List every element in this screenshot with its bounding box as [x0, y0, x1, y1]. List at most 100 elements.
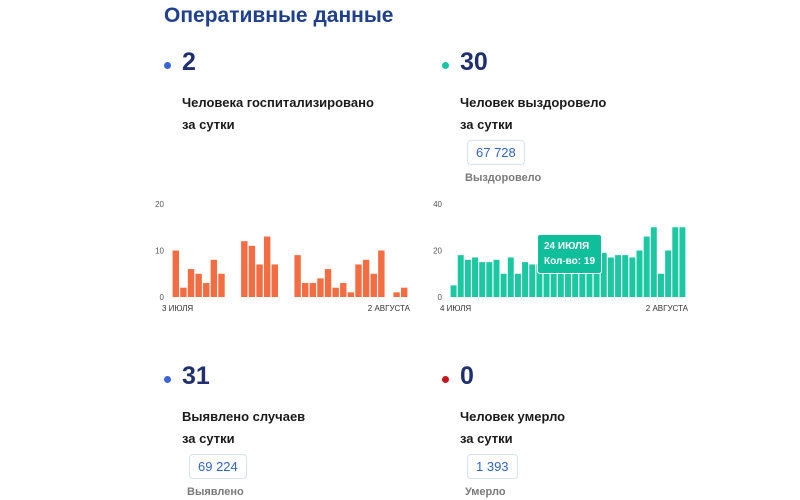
hospitalized-chart-y-tick-0: 0 [160, 293, 165, 302]
recovered-chart-bar-18[interactable] [579, 259, 586, 297]
cases-label-line1: Выявлено случаев [182, 409, 306, 424]
deaths-total-caption: Умерло [465, 486, 506, 498]
recovered-chart-bar-16[interactable] [565, 257, 571, 297]
recovered-chart-bar-5[interactable] [486, 262, 493, 297]
hospitalized-chart-y-tick-2: 20 [155, 200, 164, 209]
hospitalized-chart-bar-2[interactable] [187, 269, 195, 297]
recovered-chart-bar-28[interactable] [650, 227, 657, 297]
recovered-total[interactable]: 67 728 [467, 140, 525, 165]
hospitalized-dot [164, 62, 171, 69]
deaths-dot [442, 376, 449, 383]
cases-label: Выявлено случаев за сутки [182, 406, 422, 450]
cases-total[interactable]: 69 224 [189, 454, 247, 479]
recovered-dot [442, 62, 449, 69]
hospitalized-chart-bar-3[interactable] [195, 273, 202, 297]
hospitalized-chart-bar-29[interactable] [393, 292, 400, 297]
hospitalized-chart-bar-18[interactable] [309, 283, 317, 297]
cases-dot [164, 376, 171, 383]
hospitalized-chart-bar-19[interactable] [317, 278, 324, 297]
recovered-chart-bar-1[interactable] [457, 255, 464, 297]
recovered-chart-bar-14[interactable] [550, 269, 557, 297]
hospitalized-chart-bar-10[interactable] [248, 245, 256, 297]
deaths-label-line1: Человек умерло [460, 409, 566, 424]
hospitalized-chart-bar-11[interactable] [256, 264, 263, 297]
hospitalized-chart-bar-12[interactable] [263, 236, 271, 297]
recovered-chart-bar-8[interactable] [507, 257, 514, 297]
hospitalized-chart-bar-9[interactable] [241, 241, 248, 297]
recovered-chart-bar-20[interactable] [593, 252, 600, 297]
chart-tooltip: 24 ИЮЛЯ Кол-во: 19 [537, 234, 603, 274]
recovered-chart-y-tick-1: 20 [433, 247, 442, 256]
hospitalized-chart-bar-6[interactable] [218, 273, 225, 297]
recovered-chart-bar-22[interactable] [607, 257, 614, 297]
recovered-chart-bar-19[interactable] [586, 262, 593, 297]
hospitalized-chart-bar-22[interactable] [340, 283, 347, 297]
hospitalized-chart-bar-26[interactable] [370, 273, 377, 297]
recovered-value: 30 [460, 48, 488, 76]
hospitalized-chart-bar-17[interactable] [302, 283, 309, 297]
cases-label-line2: за сутки [182, 431, 235, 446]
hospitalized-chart-bar-13[interactable] [271, 264, 278, 297]
hospitalized-chart-bar-30[interactable] [400, 287, 408, 297]
hospitalized-label-line2: за сутки [182, 117, 235, 132]
hospitalized-chart-bar-23[interactable] [347, 292, 355, 297]
deaths-label-line2: за сутки [460, 431, 513, 446]
recovered-chart-y-tick-2: 40 [433, 200, 442, 209]
recovered-total-caption: Выздоровело [465, 172, 542, 184]
hospitalized-chart[interactable]: 0 10 20 3 ИЮЛЯ 2 АВГУСТА [150, 196, 415, 321]
hospitalized-label-line1: Человека госпитализировано [182, 95, 374, 110]
hospitalized-chart-bar-5[interactable] [210, 259, 218, 297]
hospitalized-chart-bar-25[interactable] [362, 259, 370, 297]
recovered-chart-bar-3[interactable] [472, 257, 479, 297]
recovered-chart-bar-27[interactable] [643, 236, 650, 297]
recovered-chart[interactable]: 0 20 40 4 ИЮЛЯ 2 АВГУСТА [428, 196, 693, 321]
deaths-value: 0 [460, 362, 474, 390]
recovered-chart-bar-13[interactable] [543, 266, 550, 297]
recovered-label-line1: Человек выздоровело [460, 95, 607, 110]
recovered-chart-bar-21[interactable] [600, 252, 607, 297]
hospitalized-chart-bar-20[interactable] [324, 269, 332, 297]
hospitalized-chart-x-start-label: 3 ИЮЛЯ [162, 304, 193, 313]
recovered-chart-bar-25[interactable] [629, 257, 636, 297]
hospitalized-chart-bar-21[interactable] [332, 287, 339, 297]
deaths-label: Человек умерло за сутки [460, 406, 700, 450]
recovered-chart-bar-26[interactable] [636, 250, 643, 298]
hospitalized-chart-bar-4[interactable] [203, 283, 210, 297]
hospitalized-chart-x-end-label: 2 АВГУСТА [368, 304, 411, 313]
recovered-chart-bar-30[interactable] [665, 250, 672, 298]
recovered-label-line2: за сутки [460, 117, 513, 132]
recovered-chart-bar-2[interactable] [464, 259, 471, 297]
page-title: Оперативные данные [164, 4, 394, 27]
recovered-chart-bar-10[interactable] [522, 262, 529, 297]
recovered-chart-bar-4[interactable] [479, 262, 486, 297]
recovered-chart-bar-7[interactable] [500, 273, 507, 297]
hospitalized-value: 2 [182, 48, 196, 76]
recovered-chart-bar-31[interactable] [672, 227, 679, 297]
hospitalized-chart-bar-0[interactable] [172, 250, 180, 298]
recovered-chart-bar-11[interactable] [529, 264, 536, 297]
recovered-chart-x-end-label: 2 АВГУСТА [646, 304, 689, 313]
cases-value: 31 [182, 362, 210, 390]
tooltip-date: 24 ИЮЛЯ [544, 241, 590, 252]
hospitalized-chart-bar-24[interactable] [355, 264, 362, 297]
hospitalized-chart-bar-16[interactable] [294, 255, 301, 297]
recovered-chart-bar-6[interactable] [493, 259, 500, 297]
hospitalized-chart-bar-27[interactable] [378, 250, 385, 298]
recovered-chart-bar-32[interactable] [679, 227, 686, 297]
hospitalized-label: Человека госпитализировано за сутки [182, 92, 422, 136]
recovered-chart-bar-17[interactable] [572, 257, 579, 297]
hospitalized-chart-bar-1[interactable] [180, 287, 187, 297]
recovered-label: Человек выздоровело за сутки [460, 92, 700, 136]
recovered-chart-x-start-label: 4 ИЮЛЯ [440, 304, 471, 313]
hospitalized-chart-y-tick-1: 10 [155, 247, 164, 256]
recovered-chart-bar-9[interactable] [514, 273, 521, 297]
recovered-chart-bar-23[interactable] [615, 255, 622, 297]
deaths-total[interactable]: 1 393 [467, 454, 518, 479]
cases-total-caption: Выявлено [187, 486, 244, 498]
recovered-chart-bar-12[interactable] [536, 264, 543, 297]
recovered-chart-bar-24[interactable] [622, 255, 629, 297]
recovered-chart-y-tick-0: 0 [438, 293, 443, 302]
recovered-chart-bar-15[interactable] [557, 266, 564, 297]
recovered-chart-bar-29[interactable] [657, 273, 664, 297]
recovered-chart-bar-0[interactable] [450, 285, 457, 297]
